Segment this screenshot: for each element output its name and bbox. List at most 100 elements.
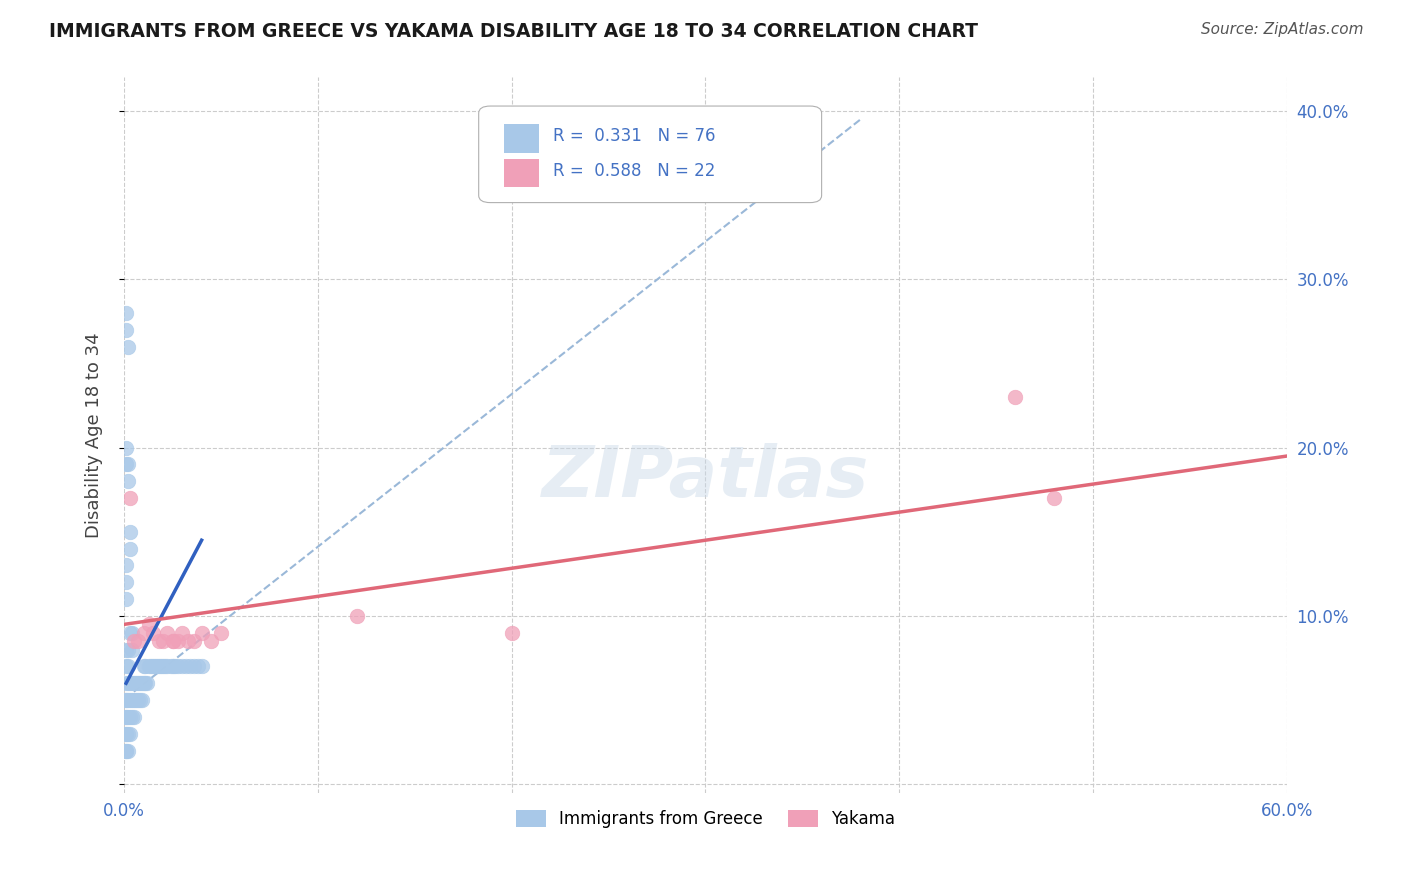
Point [127, 693, 149, 707]
Point [179, 659, 201, 673]
Point [183, 634, 205, 648]
Point [117, 642, 139, 657]
Point [138, 659, 160, 673]
Point [148, 634, 170, 648]
Point [190, 625, 212, 640]
Point [174, 659, 197, 673]
Point [172, 659, 194, 673]
Bar [505, 159, 538, 187]
Point [131, 693, 153, 707]
Point [146, 659, 169, 673]
Point [127, 634, 149, 648]
Point [131, 676, 153, 690]
Point [115, 743, 138, 757]
Point [115, 575, 138, 590]
Point [115, 592, 138, 607]
Point [117, 340, 139, 354]
Point [118, 676, 141, 690]
Point [152, 634, 174, 648]
Point [167, 634, 190, 648]
Point [142, 659, 165, 673]
Point [121, 642, 143, 657]
Legend: Immigrants from Greece, Yakama: Immigrants from Greece, Yakama [509, 803, 901, 834]
Point [117, 727, 139, 741]
Point [149, 659, 172, 673]
Point [209, 625, 232, 640]
Point [122, 710, 145, 724]
Point [118, 541, 141, 556]
Point [115, 306, 138, 320]
Point [136, 676, 159, 690]
Point [115, 323, 138, 337]
Text: R =  0.588   N = 22: R = 0.588 N = 22 [553, 161, 716, 180]
Point [152, 659, 174, 673]
Point [125, 693, 148, 707]
FancyBboxPatch shape [478, 106, 821, 202]
Point [117, 693, 139, 707]
Point [167, 659, 190, 673]
Text: R =  0.331   N = 76: R = 0.331 N = 76 [553, 128, 716, 145]
Point [117, 659, 139, 673]
Point [142, 625, 165, 640]
Point [115, 727, 138, 741]
Point [121, 693, 143, 707]
Bar [505, 124, 538, 153]
Point [121, 676, 143, 690]
Point [115, 642, 138, 657]
Point [118, 693, 141, 707]
Point [156, 625, 179, 640]
Point [132, 659, 155, 673]
Point [143, 659, 166, 673]
Point [156, 659, 179, 673]
Point [187, 659, 209, 673]
Text: IMMIGRANTS FROM GREECE VS YAKAMA DISABILITY AGE 18 TO 34 CORRELATION CHART: IMMIGRANTS FROM GREECE VS YAKAMA DISABIL… [49, 22, 979, 41]
Point [183, 659, 205, 673]
Point [118, 524, 141, 539]
Point [115, 693, 138, 707]
Text: ZIPatlas: ZIPatlas [541, 443, 869, 513]
Point [117, 710, 139, 724]
Point [501, 625, 523, 640]
Point [117, 475, 139, 489]
Point [122, 676, 145, 690]
Point [134, 676, 156, 690]
Point [162, 634, 184, 648]
Point [115, 727, 138, 741]
Point [117, 743, 139, 757]
Point [1043, 491, 1066, 505]
Point [153, 659, 176, 673]
Point [128, 693, 150, 707]
Point [115, 710, 138, 724]
Point [141, 659, 163, 673]
Point [115, 743, 138, 757]
Point [115, 693, 138, 707]
Point [177, 634, 200, 648]
Text: Source: ZipAtlas.com: Source: ZipAtlas.com [1201, 22, 1364, 37]
Point [121, 625, 143, 640]
Point [138, 617, 160, 632]
Point [115, 441, 138, 455]
Point [118, 727, 141, 741]
Point [117, 676, 139, 690]
Point [1004, 390, 1026, 404]
Point [132, 676, 155, 690]
Point [115, 558, 138, 573]
Point [125, 676, 148, 690]
Point [200, 634, 222, 648]
Point [128, 676, 150, 690]
Point [115, 458, 138, 472]
Y-axis label: Disability Age 18 to 34: Disability Age 18 to 34 [86, 332, 103, 538]
Point [118, 625, 141, 640]
Point [122, 634, 145, 648]
Point [118, 491, 141, 505]
Point [115, 676, 138, 690]
Point [148, 659, 170, 673]
Point [159, 659, 181, 673]
Point [117, 458, 139, 472]
Point [115, 710, 138, 724]
Point [122, 693, 145, 707]
Point [121, 710, 143, 724]
Point [127, 676, 149, 690]
Point [346, 609, 368, 624]
Point [190, 659, 212, 673]
